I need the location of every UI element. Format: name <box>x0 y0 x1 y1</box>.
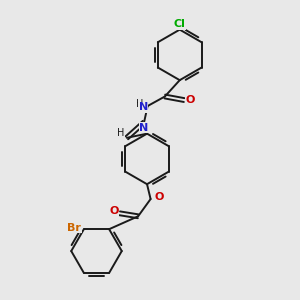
Text: H: H <box>136 99 143 109</box>
Text: N: N <box>139 103 148 112</box>
Text: O: O <box>185 95 195 105</box>
Text: O: O <box>154 192 164 202</box>
Text: Cl: Cl <box>174 19 186 29</box>
Text: N: N <box>140 123 149 133</box>
Text: H: H <box>117 128 124 138</box>
Text: O: O <box>109 206 119 216</box>
Text: Br: Br <box>68 223 81 233</box>
